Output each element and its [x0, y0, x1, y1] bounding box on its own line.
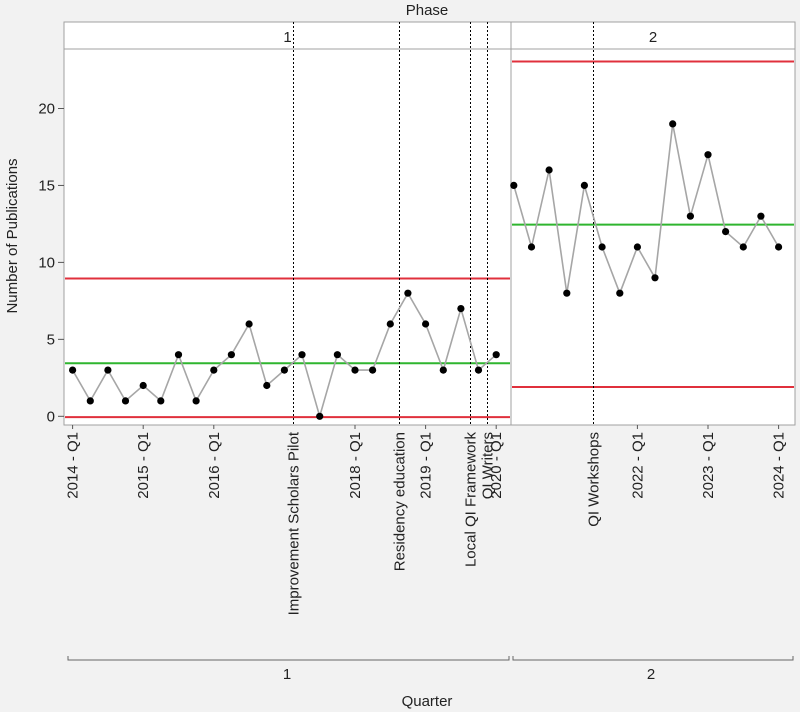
data-point-37: [722, 228, 730, 236]
data-point-1: [86, 397, 94, 405]
data-point-29: [580, 181, 589, 189]
x-axis-label: Quarter: [402, 693, 453, 710]
y-tick-label-10: 10: [38, 254, 55, 271]
annotation-label-0: Improvement Scholars Pilot: [286, 431, 303, 615]
data-point-38: [739, 243, 747, 251]
data-point-0: [69, 366, 77, 374]
data-point-30: [598, 243, 606, 251]
y-axis: 0 5 10 15 20: [38, 100, 64, 425]
data-point-15: [333, 351, 341, 359]
data-point-3: [121, 397, 130, 405]
phase-panels: [63, 21, 796, 426]
data-point-7: [192, 397, 200, 405]
plot-area-phase-2: [510, 48, 796, 426]
data-point-36: [704, 151, 712, 159]
y-tick-label-20: 20: [38, 100, 55, 117]
chart-title: Phase: [406, 2, 449, 19]
data-point-13: [298, 351, 306, 359]
data-point-39: [757, 212, 765, 220]
phase-bracket-2: [512, 656, 794, 661]
annotation-label-2: Local QI Framework: [463, 432, 480, 568]
annotation-label-1: Residency education: [392, 432, 409, 571]
data-point-31: [616, 289, 624, 297]
data-point-10: [245, 320, 253, 328]
x-tick-label-32: 2022 - Q1: [629, 432, 646, 499]
x-tick-label-16: 2018 - Q1: [347, 432, 364, 499]
y-tick-label-5: 5: [47, 331, 55, 348]
control-limits: [65, 60, 794, 419]
data-point-16: [351, 366, 359, 374]
data-point-4: [139, 381, 147, 390]
data-point-24: [492, 351, 500, 359]
data-point-12: [280, 366, 288, 374]
data-point-18: [386, 320, 394, 328]
data-point-22: [457, 305, 465, 313]
data-point-6: [174, 351, 183, 359]
x-tick-label-8: 2016 - Q1: [206, 432, 223, 499]
annotation-lines: [293, 22, 594, 425]
data-point-34: [669, 120, 677, 128]
data-point-19: [404, 289, 412, 297]
data-point-20: [422, 320, 430, 328]
series-line-phase-2: [513, 123, 780, 296]
x-tick-label-24: 2020 - Q1: [488, 432, 505, 499]
data-point-23: [474, 366, 483, 374]
phase-header-label-2: 2: [649, 29, 657, 46]
annotation-label-3: QI Writers: [480, 432, 497, 499]
data-point-8: [210, 366, 218, 374]
data-point-27: [545, 166, 553, 174]
phase-axis-label-2: 2: [647, 666, 655, 683]
x-tick-label-20: 2019 - Q1: [418, 432, 435, 499]
x-tick-label-0: 2014 - Q1: [65, 432, 82, 499]
data-point-28: [563, 289, 571, 297]
y-tick-label-15: 15: [38, 177, 55, 194]
data-point-5: [157, 397, 165, 405]
data-point-9: [227, 351, 235, 359]
data-series: [69, 120, 783, 420]
x-tick-label-36: 2023 - Q1: [700, 432, 717, 499]
data-point-33: [651, 274, 659, 282]
x-tick-label-40: 2024 - Q1: [771, 432, 788, 499]
data-point-35: [686, 212, 695, 220]
data-point-32: [633, 243, 642, 251]
phase-axis-label-1: 1: [283, 666, 291, 683]
phase-header-box-2: [510, 21, 796, 50]
data-point-25: [510, 181, 518, 189]
data-point-21: [439, 366, 447, 374]
x-tick-label-4: 2015 - Q1: [135, 432, 152, 499]
phase-bracket-1: [67, 656, 510, 661]
x-axis: Improvement Scholars Pilot Residency educ…: [65, 425, 788, 615]
data-point-17: [369, 366, 377, 374]
y-axis-label: Number of Publications: [4, 158, 21, 313]
data-point-26: [527, 243, 536, 251]
data-point-11: [263, 381, 271, 390]
phase-header-label-1: 1: [283, 29, 291, 46]
data-point-2: [104, 366, 112, 374]
phase-header-box-1: [63, 21, 512, 50]
annotation-label-4: QI Workshops: [586, 432, 603, 527]
data-point-14: [316, 412, 324, 420]
y-tick-label-0: 0: [47, 408, 55, 425]
data-point-40: [775, 243, 783, 251]
